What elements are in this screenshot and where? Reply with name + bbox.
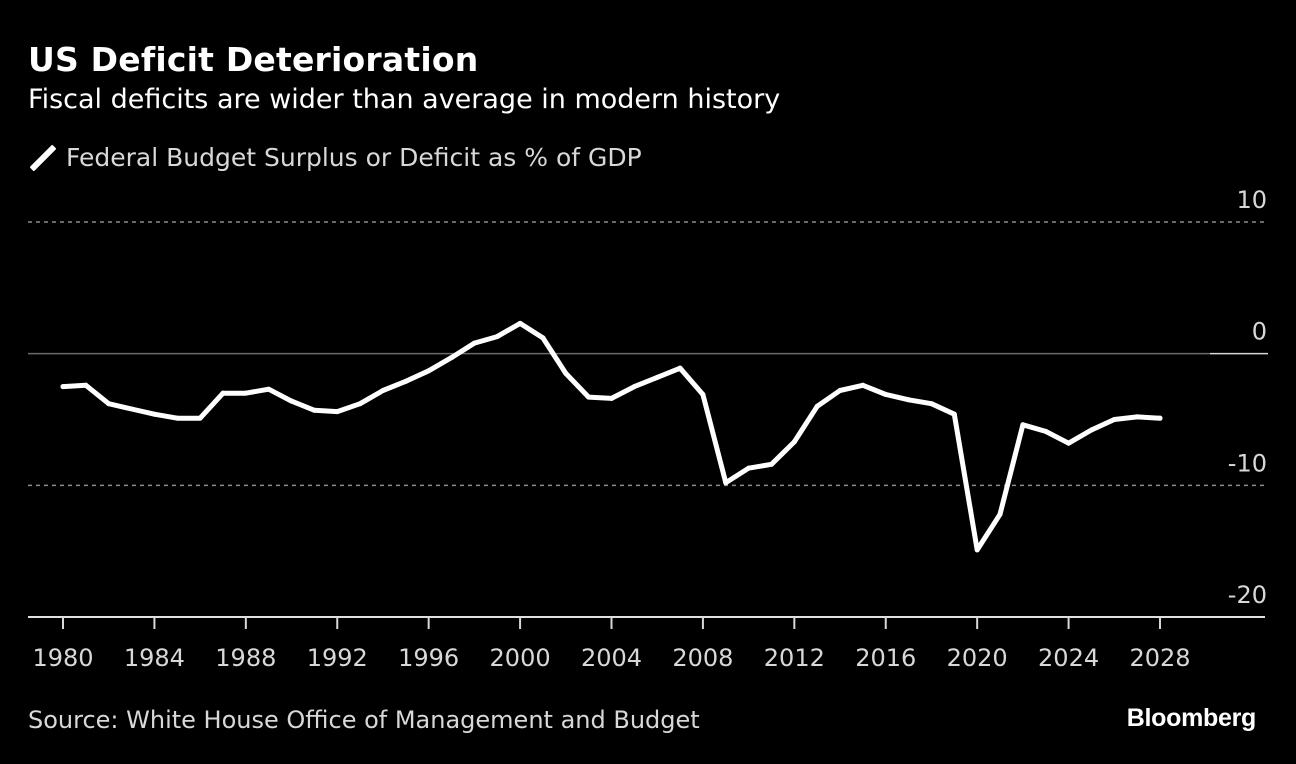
data-point — [974, 547, 980, 553]
data-point — [266, 386, 272, 392]
x-tick-label: 2000 — [490, 644, 551, 672]
gridlines — [28, 221, 1268, 487]
data-point — [289, 398, 295, 404]
data-point — [243, 390, 249, 396]
legend: Federal Budget Surplus or Deficit as % o… — [28, 142, 642, 172]
data-point — [106, 401, 112, 407]
y-axis: 10 0 -10 -20 — [1228, 186, 1267, 609]
data-point — [1088, 427, 1094, 433]
data-point — [723, 480, 729, 486]
data-point — [860, 382, 866, 388]
data-point — [334, 409, 340, 415]
data-point — [631, 384, 637, 390]
data-point — [494, 334, 500, 340]
data-point — [883, 391, 889, 397]
chart-title: US Deficit Deterioration — [28, 40, 479, 79]
data-point — [609, 395, 614, 401]
data-point — [997, 511, 1003, 517]
data-point — [311, 407, 317, 413]
data-point — [517, 320, 523, 326]
x-tick-label: 1988 — [215, 644, 276, 672]
data-point — [151, 411, 157, 417]
series — [60, 320, 1163, 553]
data-point — [654, 374, 660, 380]
y-tick-label: -20 — [1228, 581, 1267, 609]
data-point — [1111, 417, 1117, 422]
x-tick-label: 1996 — [398, 644, 459, 672]
data-point — [357, 401, 363, 407]
data-point — [791, 439, 797, 445]
data-point — [1157, 415, 1163, 421]
data-point — [563, 370, 569, 376]
x-tick-label: 1984 — [124, 644, 185, 672]
x-tick-label: 2004 — [581, 644, 642, 672]
data-point — [586, 394, 592, 400]
data-point — [83, 382, 89, 388]
data-point — [1066, 440, 1072, 446]
data-point — [951, 411, 957, 417]
data-point — [837, 388, 843, 394]
data-point — [174, 415, 180, 421]
data-point — [449, 355, 455, 361]
legend-label: Federal Budget Surplus or Deficit as % o… — [66, 142, 642, 172]
bloomberg-logo: Bloomberg — [1126, 704, 1257, 732]
series-line — [60, 320, 1163, 553]
x-tick-label: 2016 — [855, 644, 916, 672]
data-point — [426, 368, 432, 374]
data-point — [1043, 428, 1049, 434]
data-point — [746, 465, 752, 471]
data-point — [471, 340, 477, 346]
source-note: Source: White House Office of Management… — [28, 706, 700, 734]
x-tick-label: 1992 — [307, 644, 368, 672]
x-axis: 1980 1984 1988 1992 1996 2000 2004 2008 2012 2016… — [28, 616, 1265, 672]
data-point — [928, 401, 934, 407]
data-point — [60, 384, 66, 390]
y-tick-label: 0 — [1252, 318, 1267, 346]
x-tick-label: 2024 — [1038, 644, 1099, 672]
x-tick-label: 2008 — [672, 644, 733, 672]
data-point — [677, 365, 683, 371]
x-tick-label: 1980 — [32, 644, 93, 672]
data-point — [814, 403, 820, 409]
data-point — [700, 391, 706, 397]
data-point — [220, 390, 226, 396]
data-point — [380, 388, 386, 394]
y-tick-label: -10 — [1228, 449, 1267, 477]
data-point — [129, 406, 135, 412]
data-point — [1020, 422, 1026, 428]
x-tick-label: 2028 — [1129, 644, 1190, 672]
data-point — [197, 415, 203, 421]
data-point — [1134, 414, 1140, 420]
data-point — [906, 397, 912, 403]
data-point — [540, 335, 546, 341]
data-point — [403, 378, 409, 384]
chart-subtitle: Fiscal deficits are wider than average i… — [28, 84, 781, 115]
y-tick-label: 10 — [1236, 186, 1267, 214]
data-point — [768, 461, 774, 467]
x-tick-label: 2020 — [947, 644, 1008, 672]
x-tick-label: 2012 — [764, 644, 825, 672]
